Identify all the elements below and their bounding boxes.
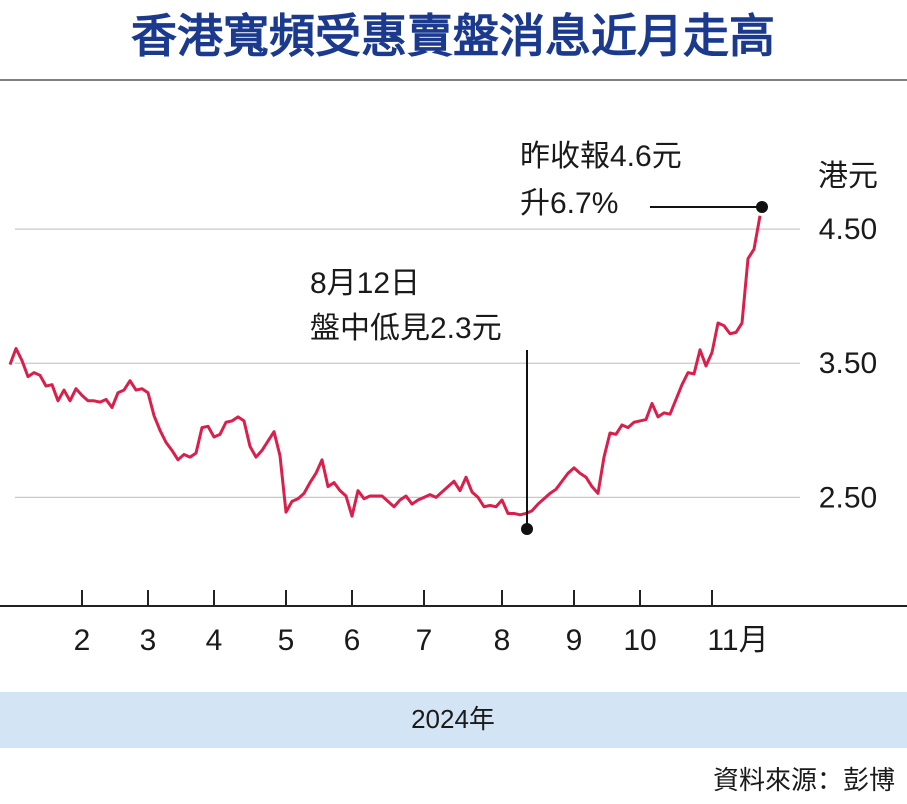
x-axis-band	[0, 692, 907, 748]
source: 資料來源：彭博	[713, 765, 895, 795]
x-tick-label: 6	[344, 624, 361, 657]
y-tick-label: 4.50	[819, 213, 877, 246]
x-tick-label: 10	[623, 624, 656, 657]
x-tick-label: 8	[494, 624, 511, 657]
x-tick-label: 3	[140, 624, 157, 657]
x-axis-label: 2024年	[411, 704, 495, 734]
x-tick-label: 7	[416, 624, 433, 657]
x-tick-label: 9	[566, 624, 583, 657]
y-tick-label: 3.50	[819, 347, 877, 380]
price-line	[8, 215, 762, 518]
chart-title: 香港寬頻受惠賣盤消息近月走高	[131, 10, 775, 62]
y-tick-label: 2.50	[819, 481, 877, 514]
x-tick-label: 11月	[707, 624, 768, 657]
annotation: 升6.7%	[520, 187, 618, 220]
annotation-dot	[521, 523, 533, 535]
annotation: 昨收報4.6元	[520, 140, 682, 173]
x-tick-label: 5	[278, 624, 295, 657]
x-tick-label: 2	[74, 624, 91, 657]
y-axis-label: 港元	[818, 160, 878, 193]
x-tick-label: 4	[206, 624, 223, 657]
annotation-dot	[756, 201, 768, 213]
annotation: 8月12日	[310, 267, 420, 300]
annotation: 盤中低見2.3元	[310, 312, 502, 345]
